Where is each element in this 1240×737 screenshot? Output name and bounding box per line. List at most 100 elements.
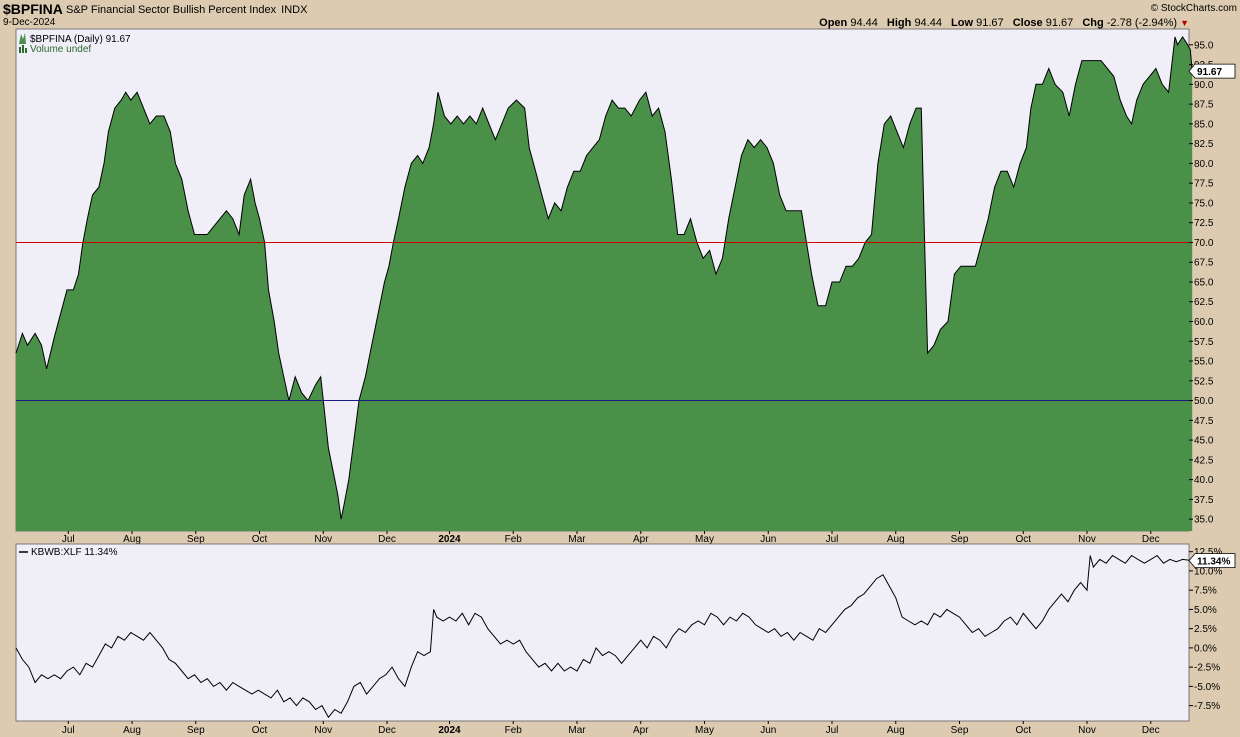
- series-line: [15, 554, 1193, 719]
- x-tick-label: Jun: [760, 725, 776, 736]
- series-line: [15, 35, 1193, 520]
- y-tick-label: 85.0: [1194, 119, 1214, 130]
- x-tick-label: Nov: [314, 534, 332, 545]
- last-value-tag: 11.34%: [1188, 553, 1236, 569]
- plot-background: [15, 543, 1190, 722]
- y-tick-label: 67.5: [1194, 258, 1214, 269]
- x-tick-label: Aug: [887, 725, 905, 736]
- legend-series-label: KBWB:XLF 11.34%: [31, 547, 118, 558]
- y-tick-label: 5.0%: [1194, 605, 1217, 616]
- brand-watermark: © StockCharts.com: [1150, 3, 1237, 14]
- x-tick-label: Feb: [505, 534, 523, 545]
- x-tick-label: Jul: [62, 725, 75, 736]
- x-tick-label: Dec: [378, 534, 396, 545]
- open-value: 94.44: [850, 17, 878, 29]
- last-value-box: [1188, 553, 1236, 569]
- area-fill: [16, 36, 1193, 532]
- y-tick-label: 35.0: [1194, 515, 1214, 526]
- x-tick-label: Nov: [314, 725, 332, 736]
- y-tick-label: 87.5: [1194, 100, 1214, 111]
- y-tick-label: 12.5%: [1194, 547, 1222, 558]
- y-tick-label: 90.0: [1194, 80, 1214, 91]
- x-tick-label: Aug: [123, 534, 141, 545]
- x-tick-label: Oct: [1015, 725, 1031, 736]
- y-tick-label: 70.0: [1194, 238, 1214, 249]
- y-tick-label: 40.0: [1194, 475, 1214, 486]
- x-tick-label: Dec: [1142, 534, 1160, 545]
- close-label: Close: [1012, 17, 1043, 29]
- full-name: S&P Financial Sector Bullish Percent Ind…: [66, 4, 307, 16]
- chart-header: $BPFINA S&P Financial Sector Bullish Per…: [3, 1, 1237, 29]
- chg-value: -2.78 (-2.94%): [1106, 17, 1178, 29]
- volume-bar-icon: [19, 47, 21, 53]
- y-tick-label: -2.5%: [1194, 663, 1220, 674]
- volume-bar-icon: [22, 45, 24, 53]
- x-tick-label: Jul: [62, 534, 75, 545]
- y-tick-label: -5.0%: [1194, 682, 1220, 693]
- x-tick-label: Sep: [187, 725, 205, 736]
- high-label: High: [886, 17, 912, 29]
- last-value-box: [1188, 63, 1236, 79]
- y-tick-label: 42.5: [1194, 455, 1214, 466]
- symbol-title: $BPFINA: [3, 1, 63, 17]
- x-tick-label: Mar: [568, 534, 586, 545]
- x-tick-label: Feb: [505, 725, 523, 736]
- x-tick-label: Apr: [633, 725, 649, 736]
- x-tick-label: Jul: [826, 725, 839, 736]
- x-tick-label: Oct: [252, 534, 268, 545]
- ohlc-readout: Open 94.44 High 94.44 Low 91.67 Close 91…: [813, 17, 1189, 29]
- x-tick-label: Nov: [1078, 725, 1096, 736]
- chart-date: 9-Dec-2024: [3, 17, 56, 28]
- x-tick-label: May: [695, 534, 714, 545]
- last-value-tag: 91.67: [1188, 63, 1236, 79]
- y-tick-label: 55.0: [1194, 357, 1214, 368]
- last-value-label: 91.67: [1197, 67, 1222, 78]
- y-tick-label: 57.5: [1194, 337, 1214, 348]
- y-tick-label: 45.0: [1194, 436, 1214, 447]
- open-label: Open: [819, 17, 848, 29]
- x-tick-label: Aug: [123, 725, 141, 736]
- x-tick-label: Apr: [633, 534, 649, 545]
- last-value-label: 11.34%: [1197, 557, 1230, 568]
- x-tick-label: 2024: [438, 534, 461, 545]
- legend-area-icon: [19, 33, 26, 44]
- y-tick-label: 65.0: [1194, 277, 1214, 288]
- x-tick-label: Dec: [378, 725, 396, 736]
- y-tick-label: 60.0: [1194, 317, 1214, 328]
- y-tick-label: 0.0%: [1194, 643, 1217, 654]
- x-tick-label: May: [695, 725, 714, 736]
- y-tick-label: 75.0: [1194, 198, 1214, 209]
- y-tick-label: 77.5: [1194, 179, 1214, 190]
- y-tick-label: 50.0: [1194, 396, 1214, 407]
- chg-label: Chg: [1082, 17, 1104, 29]
- x-tick-label: Aug: [887, 534, 905, 545]
- close-value: 91.67: [1045, 17, 1074, 29]
- ratio-panel: -7.5% -5.0% -2.5% 0.0% 2.5% 5.0% 7.5% 10.0% 12.5…: [15, 543, 1236, 736]
- low-value: 91.67: [976, 17, 1004, 29]
- y-tick-label: 72.5: [1194, 218, 1214, 229]
- x-tick-label: Sep: [187, 534, 205, 545]
- x-tick-label: Sep: [951, 725, 969, 736]
- low-label: Low: [951, 17, 974, 29]
- legend-series-label: $BPFINA (Daily) 91.67: [30, 34, 131, 45]
- y-tick-label: 37.5: [1194, 495, 1214, 506]
- y-tick-label: 62.5: [1194, 297, 1214, 308]
- x-tick-label: Nov: [1078, 534, 1096, 545]
- y-tick-label: -7.5%: [1194, 701, 1220, 712]
- index-name: S&P Financial Sector Bullish Percent Ind…: [66, 4, 277, 16]
- bullish-percent-panel: 35.0 37.5 40.0 42.5 45.0 47.5 50.0 52.5 55.0 57.5…: [15, 28, 1236, 545]
- volume-bar-icon: [25, 48, 27, 53]
- triangle-down-icon: ▼: [1180, 18, 1189, 28]
- x-tick-label: Jul: [826, 534, 839, 545]
- x-tick-label: 2024: [438, 725, 461, 736]
- y-tick-label: 10.0%: [1194, 566, 1222, 577]
- y-tick-label: 95.0: [1194, 40, 1214, 51]
- high-value: 94.44: [914, 17, 942, 29]
- exchange-label: INDX: [281, 4, 308, 16]
- x-tick-label: Oct: [1015, 534, 1031, 545]
- y-tick-label: 80.0: [1194, 159, 1214, 170]
- y-tick-label: 2.5%: [1194, 624, 1217, 635]
- x-tick-label: Jun: [760, 534, 776, 545]
- y-tick-label: 52.5: [1194, 376, 1214, 387]
